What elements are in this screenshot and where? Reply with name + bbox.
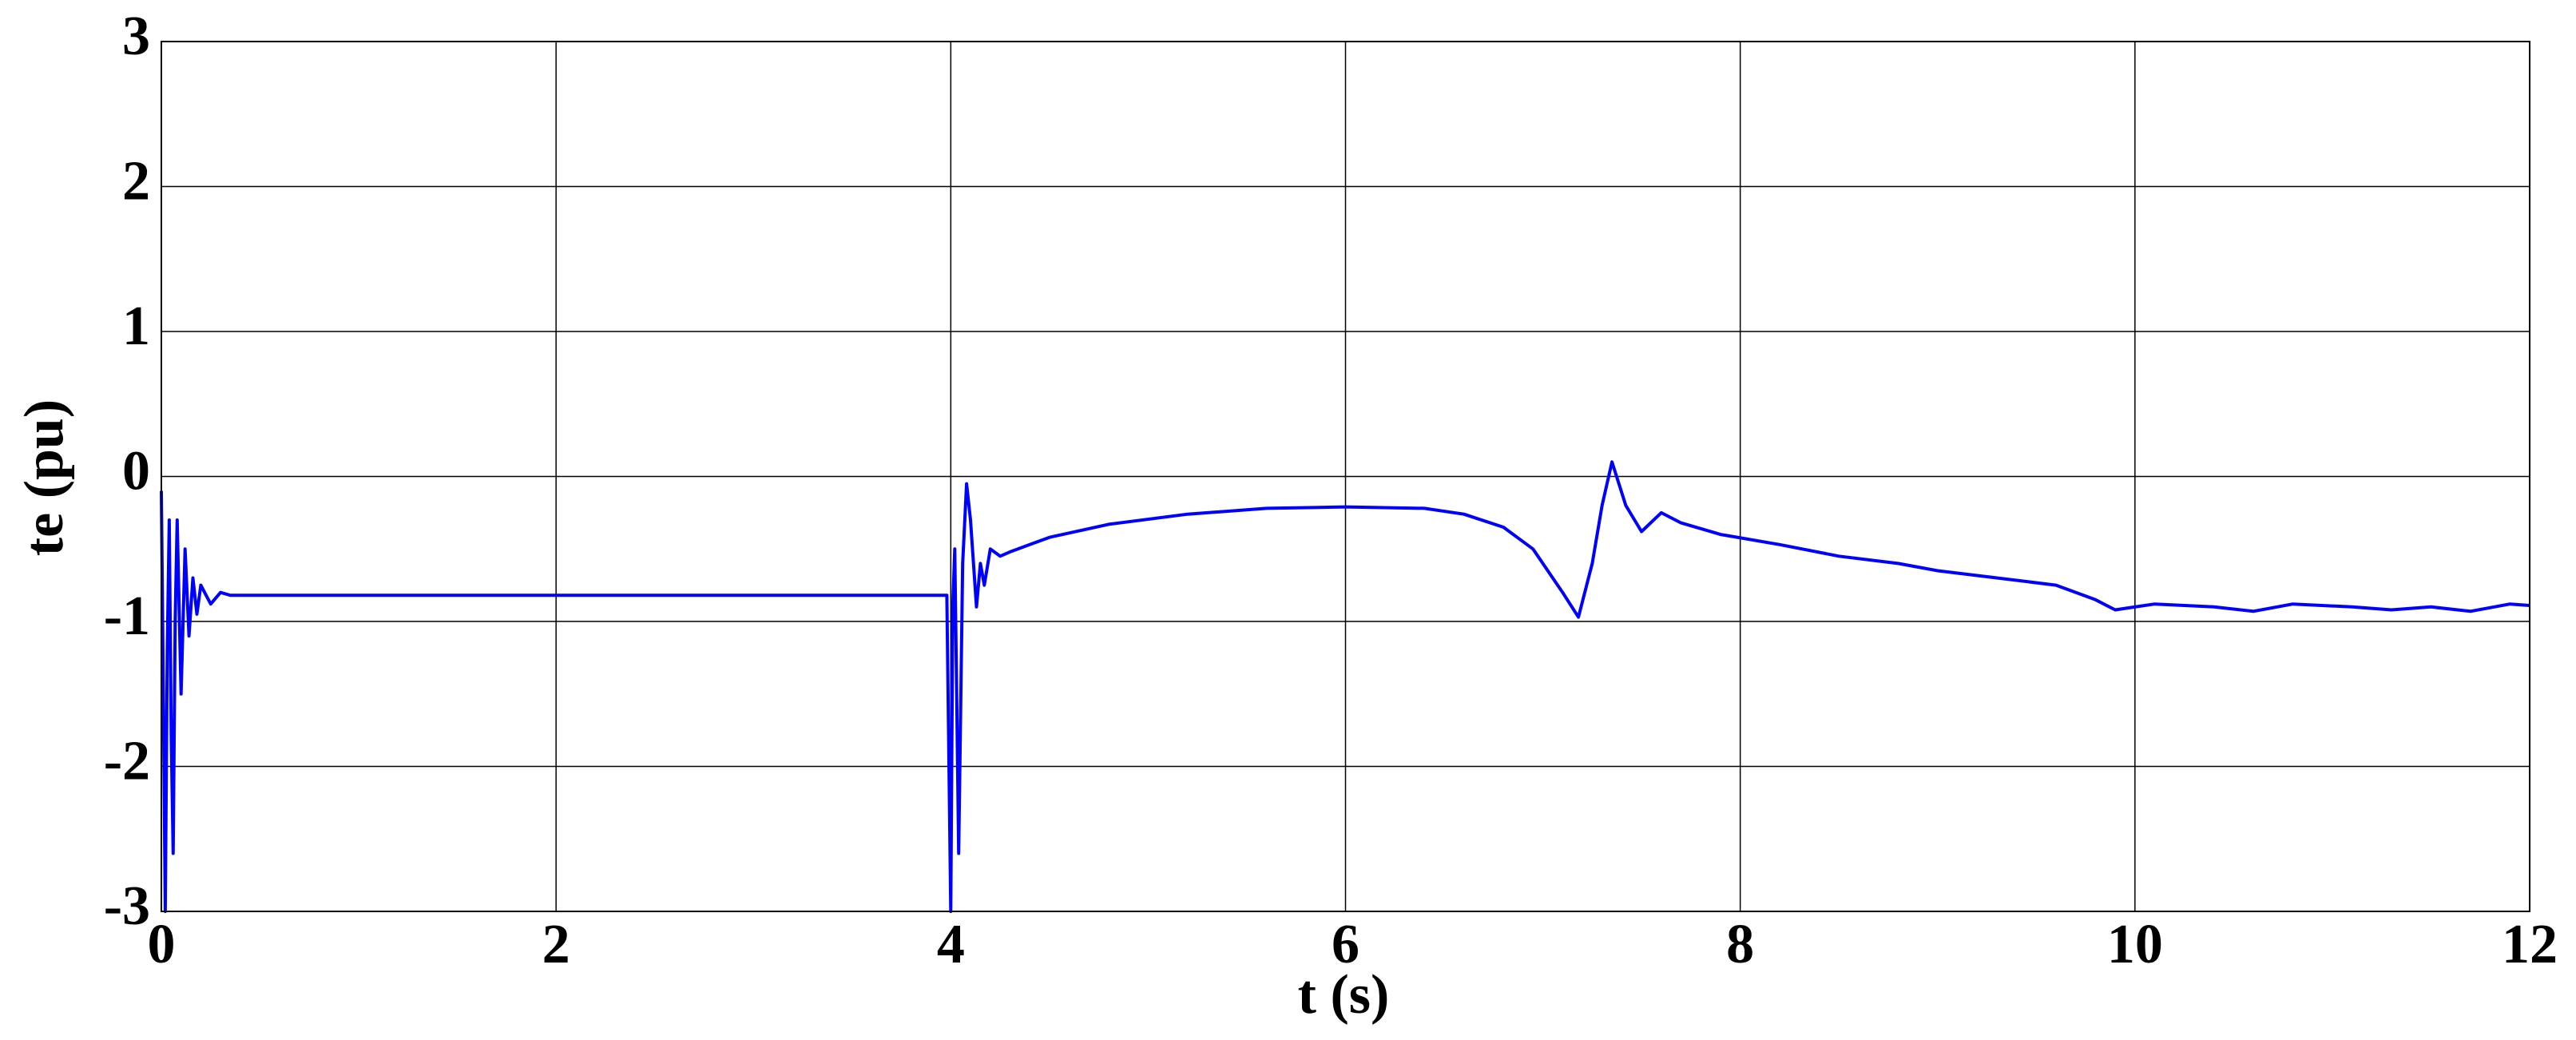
y-tick-label: 3 bbox=[122, 6, 150, 67]
x-tick-label: 2 bbox=[542, 914, 570, 975]
x-tick-label: 4 bbox=[937, 914, 965, 975]
y-tick-label: 2 bbox=[122, 151, 150, 212]
x-tick-label: 12 bbox=[2502, 914, 2558, 975]
x-tick-label: 6 bbox=[1332, 914, 1359, 975]
y-tick-label: -3 bbox=[104, 875, 150, 937]
y-tick-label: -2 bbox=[104, 731, 150, 792]
y-axis-label: te (pu) bbox=[14, 399, 75, 556]
x-tick-label: 8 bbox=[1726, 914, 1754, 975]
plot-frame bbox=[161, 41, 2530, 912]
y-tick-label: -1 bbox=[104, 585, 150, 647]
y-tick-label: 0 bbox=[122, 441, 150, 502]
x-tick-label: 0 bbox=[148, 914, 176, 975]
data-line bbox=[160, 460, 2530, 913]
x-axis-label: t (s) bbox=[1298, 964, 1390, 1026]
x-tick-label: 10 bbox=[2107, 914, 2163, 975]
y-tick-label: 1 bbox=[122, 296, 150, 357]
